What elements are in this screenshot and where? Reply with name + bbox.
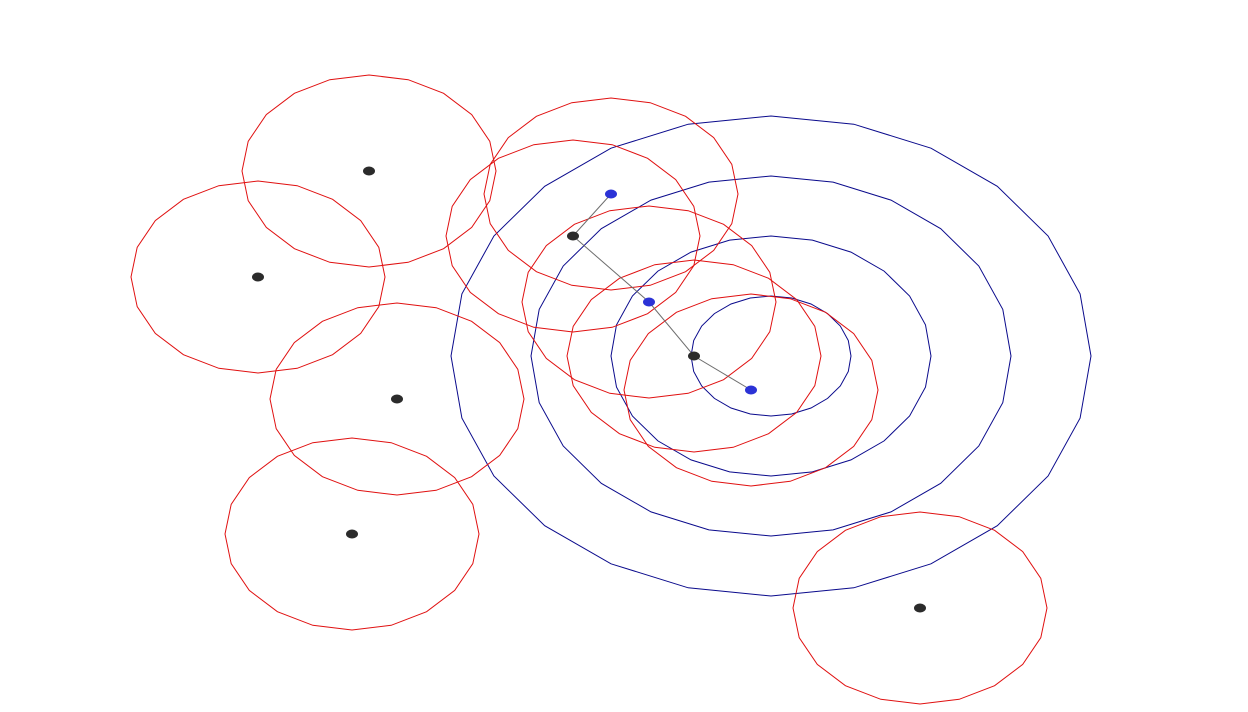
dark-node-1 — [363, 166, 375, 176]
dark-node-5 — [914, 603, 926, 613]
blue-node-3 — [745, 385, 757, 395]
red-ring-10 — [623, 293, 879, 487]
red-ring-3 — [269, 302, 525, 496]
dark-node-4 — [346, 529, 358, 539]
blue-ring-group — [450, 115, 1092, 597]
red-ring-8 — [521, 205, 777, 399]
dark-node-3 — [391, 394, 403, 404]
dark-node-7 — [688, 351, 700, 361]
red-ring-5 — [792, 511, 1048, 705]
red-ring-6 — [483, 97, 739, 291]
red-ring-9 — [566, 259, 822, 453]
blue-ring-1 — [450, 115, 1092, 597]
connecting-path — [572, 193, 752, 391]
blue-node-2 — [643, 297, 655, 307]
blue-ring-2 — [530, 175, 1012, 537]
blue-ring-4 — [690, 295, 852, 417]
blue-node-1 — [605, 189, 617, 199]
path-polyline — [572, 193, 752, 391]
dark-node-6 — [567, 231, 579, 241]
red-ring-4 — [224, 437, 480, 631]
node-group — [252, 166, 926, 613]
blue-ring-3 — [610, 235, 932, 477]
dark-node-2 — [252, 272, 264, 282]
red-ring-7 — [445, 139, 701, 333]
red-ring-2 — [130, 180, 386, 374]
red-ring-1 — [241, 74, 497, 268]
red-ring-group — [130, 74, 1048, 705]
